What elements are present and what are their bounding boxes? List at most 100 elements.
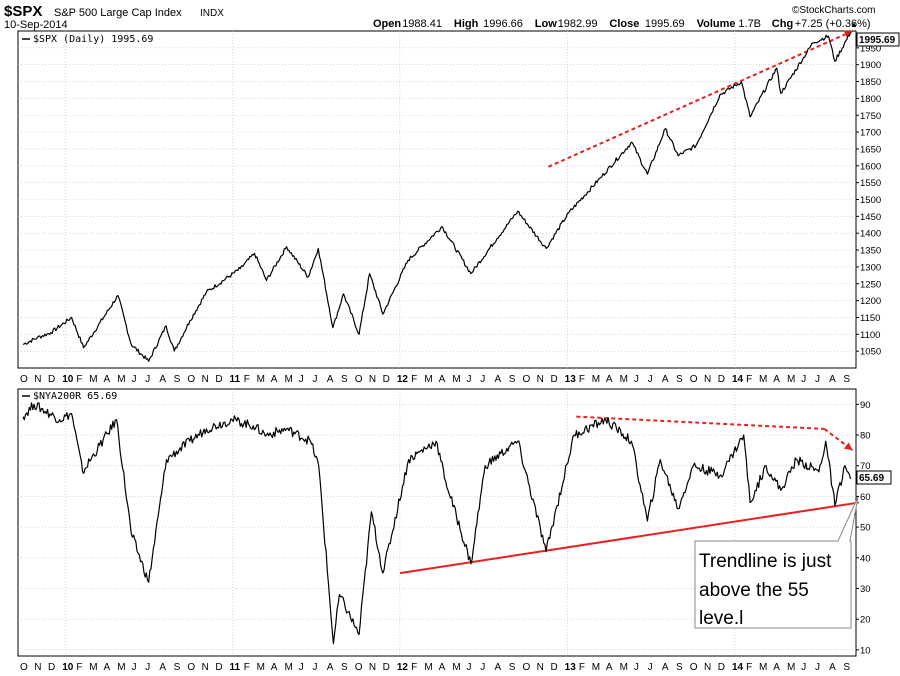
- x-month-label: S: [676, 662, 683, 673]
- x-month-label: N: [34, 662, 41, 673]
- x-month-label: F: [244, 662, 250, 673]
- x-month-label: J: [634, 662, 639, 673]
- x-month-label: S: [676, 374, 683, 385]
- x-month-label: M: [285, 662, 293, 673]
- exchange-label: INDX: [200, 8, 224, 19]
- y-tick-label: 1600: [860, 161, 881, 172]
- x-month-label: F: [244, 374, 250, 385]
- y-tick-label: 1300: [860, 262, 881, 273]
- x-month-label: A: [829, 662, 836, 673]
- x-month-label: D: [48, 662, 55, 673]
- x-month-label: A: [439, 662, 446, 673]
- x-month-label: D: [215, 374, 222, 385]
- x-month-label: S: [174, 374, 181, 385]
- y-tick-label: 50: [860, 523, 871, 534]
- price-last-value-text: 1995.69: [859, 35, 896, 46]
- x-year-label: 11: [230, 662, 241, 673]
- x-year-label: 11: [230, 374, 241, 385]
- x-month-label: S: [174, 662, 181, 673]
- breadth-trendlines: [399, 415, 859, 575]
- series-line-nya200r: [22, 402, 852, 645]
- x-month-label: D: [215, 662, 222, 673]
- stat-value-5: +7.25 (+0.36%): [795, 18, 871, 30]
- x-month-label: A: [103, 374, 110, 385]
- x-month-label: S: [509, 374, 516, 385]
- y-tick-label: 40: [860, 553, 871, 564]
- y-tick-label: 1450: [860, 212, 881, 223]
- y-tick-label: 1750: [860, 111, 881, 122]
- trendline-dashed: [576, 415, 825, 430]
- x-month-label: O: [20, 374, 28, 385]
- x-month-label: A: [495, 374, 502, 385]
- x-month-label: D: [48, 374, 55, 385]
- price-panel-frame: [17, 30, 857, 369]
- x-month-label: J: [801, 662, 806, 673]
- price-legend: $SPX (Daily) 1995.69: [22, 34, 153, 45]
- x-month-label: A: [606, 374, 613, 385]
- x-month-label: M: [759, 374, 767, 385]
- x-month-label: S: [843, 374, 850, 385]
- ohlc-stats: Open 1988.41 High 1996.66 Low 1982.99 Close 199…: [373, 18, 871, 30]
- breadth-y-axis: 10 20 30 40 50 60 70 80 90: [856, 400, 871, 656]
- x-month-label: M: [592, 374, 600, 385]
- x-year-label: 14: [732, 662, 744, 673]
- x-month-label: A: [103, 662, 110, 673]
- x-month-label: F: [411, 662, 417, 673]
- x-month-label: D: [718, 374, 725, 385]
- x-month-label: D: [718, 662, 725, 673]
- y-tick-label: 1950: [860, 43, 881, 54]
- x-month-label: J: [145, 374, 150, 385]
- y-tick-label: 1100: [860, 330, 880, 341]
- x-month-label: O: [187, 374, 195, 385]
- annotation-pointer: [837, 496, 859, 542]
- x-month-label: F: [746, 662, 752, 673]
- x-month-label: M: [452, 374, 460, 385]
- x-month-label: O: [690, 374, 698, 385]
- stat-value-2: 1982.99: [558, 18, 598, 30]
- x-month-label: S: [341, 374, 348, 385]
- annotation-line-3: leve.l: [699, 608, 743, 629]
- x-month-label: N: [704, 662, 711, 673]
- y-tick-label: 70: [860, 461, 871, 472]
- y-tick-label: 1400: [860, 229, 881, 240]
- x-month-label: A: [271, 662, 278, 673]
- x-month-label: M: [117, 662, 125, 673]
- x-month-label: N: [537, 374, 544, 385]
- x-year-label: 13: [565, 374, 577, 385]
- x-month-label: O: [355, 374, 363, 385]
- x-month-label: M: [285, 374, 293, 385]
- x-month-label: M: [452, 662, 460, 673]
- x-axis-bottom: O N D 10 F M A M J J A S O N D 11 F M A M J J A S O N D 12 F M A M J J A S O…: [20, 662, 850, 673]
- x-month-label: N: [369, 374, 376, 385]
- x-month-label: A: [662, 374, 669, 385]
- price-last-value: 1995.69: [856, 32, 900, 47]
- x-month-label: M: [787, 374, 795, 385]
- x-month-label: A: [495, 662, 502, 673]
- x-axis-middle: O N D 10 F M A M J J A S O N D 11 F M A M J J A S O N D 12 F M A M J J A S O…: [20, 374, 850, 385]
- stat-label-4: Volume: [697, 18, 736, 30]
- stat-label-0: Open: [373, 18, 401, 30]
- x-month-label: M: [424, 374, 432, 385]
- price-gridlines: [18, 31, 856, 368]
- price-y-axis: 1050 1100 1150 1200 1250 1300 1350 1400 1450 1500…: [856, 43, 881, 358]
- legend-spx: $SPX (Daily) 1995.69: [33, 34, 153, 45]
- stat-label-1: High: [454, 18, 479, 30]
- watermark: ©StockCharts.com: [792, 5, 876, 16]
- x-month-label: J: [131, 374, 136, 385]
- x-month-label: J: [299, 374, 304, 385]
- x-month-label: O: [20, 662, 28, 673]
- y-tick-label: 1550: [860, 178, 881, 189]
- x-month-label: F: [76, 662, 82, 673]
- x-month-label: M: [620, 662, 628, 673]
- x-year-label: 14: [732, 374, 744, 385]
- y-tick-label: 1350: [860, 246, 881, 257]
- annotation-box: [694, 540, 852, 629]
- x-month-label: M: [424, 662, 432, 673]
- y-tick-label: 60: [860, 492, 871, 503]
- x-month-label: J: [634, 374, 639, 385]
- stat-value-3: 1995.69: [645, 18, 685, 30]
- x-month-label: A: [439, 374, 446, 385]
- price-last-value-box: [856, 32, 900, 47]
- x-month-label: O: [522, 374, 530, 385]
